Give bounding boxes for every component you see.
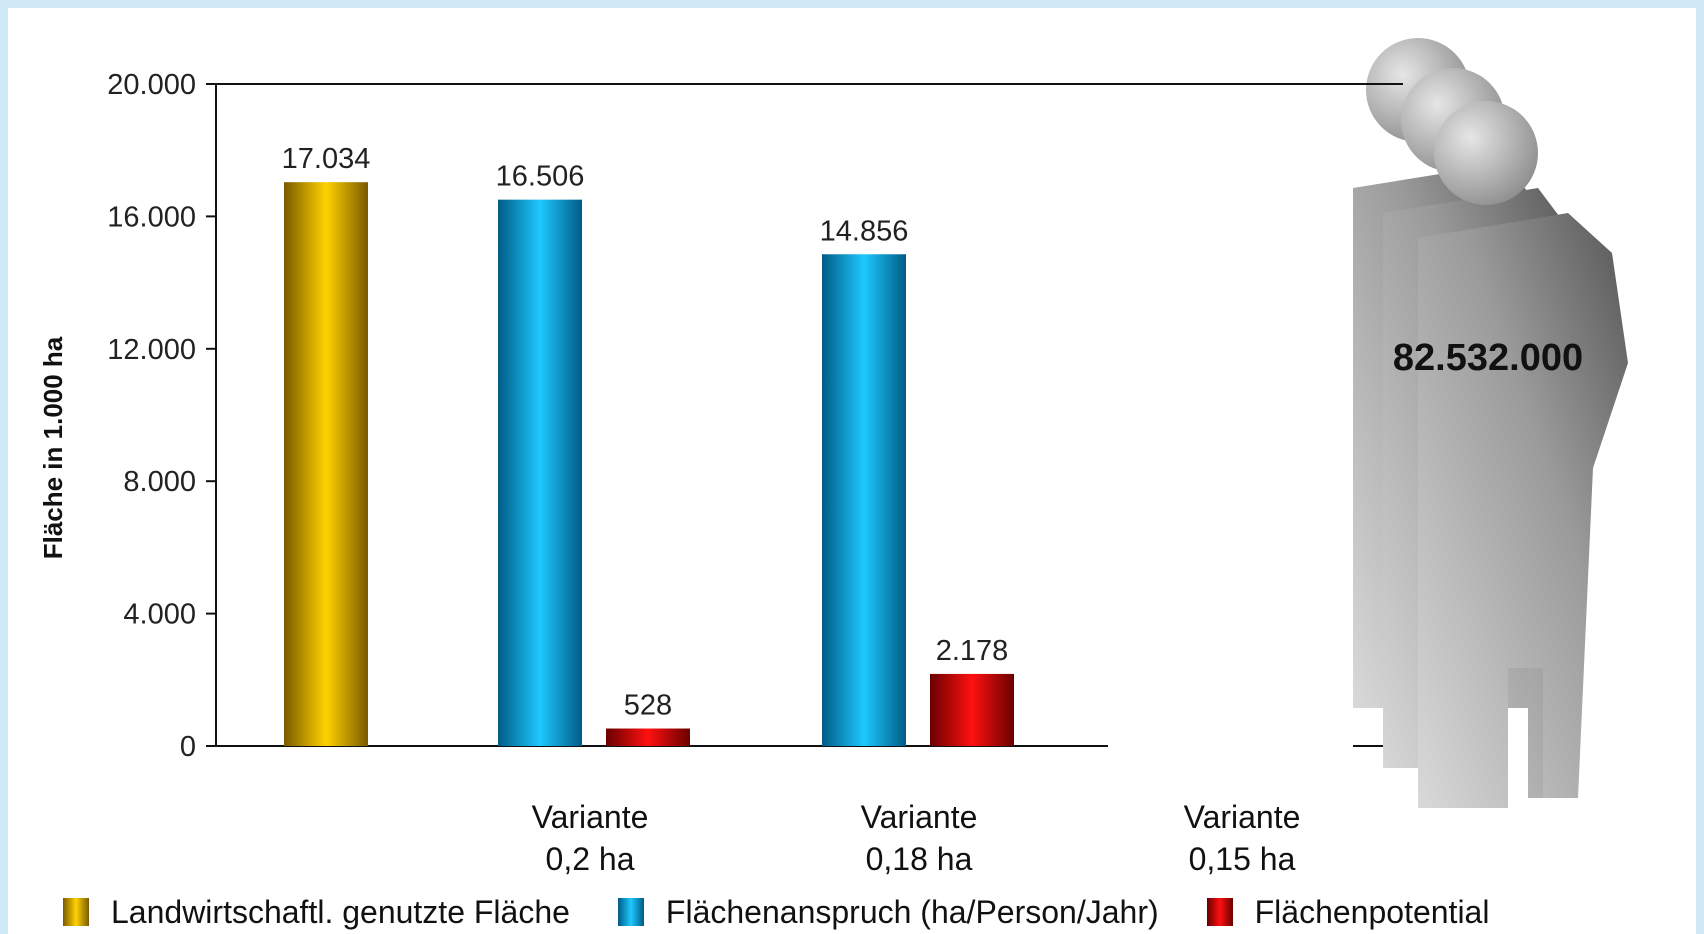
bar xyxy=(498,199,582,747)
y-tick-label: 16.000 xyxy=(107,201,196,233)
bar-chart: 82.532.000 0 4.000 8.000 12.000 16.000 20.000… xyxy=(38,38,1628,877)
legend-item-potential: Flächenpotential xyxy=(1206,893,1490,931)
data-label: 2.178 xyxy=(936,635,1009,667)
bar xyxy=(930,673,1014,746)
category-label-line1: Variante xyxy=(1184,799,1301,835)
bar xyxy=(822,254,906,746)
legend-swatch-gold xyxy=(63,898,89,926)
legend-item-demand: Flächenanspruch (ha/Person/Jahr) xyxy=(617,893,1159,931)
legend-swatch-red xyxy=(1206,898,1233,926)
people-silhouette-icon xyxy=(1353,38,1628,808)
population-callout: 82.532.000 xyxy=(1393,337,1583,379)
y-axis-label: Fläche in 1.000 ha xyxy=(38,336,68,559)
y-tick-label: 20.000 xyxy=(107,69,196,101)
category-label-line1: Variante xyxy=(861,799,978,835)
data-label: 16.506 xyxy=(496,161,585,193)
y-ticks: 0 4.000 8.000 12.000 16.000 20.000 xyxy=(107,69,216,763)
bar xyxy=(284,182,368,746)
legend-swatch-blue xyxy=(617,898,644,926)
y-tick-label: 0 xyxy=(180,731,196,763)
data-label: 17.034 xyxy=(282,143,371,175)
data-label: 528 xyxy=(624,690,672,722)
y-tick-label: 4.000 xyxy=(123,599,196,631)
y-tick-label: 8.000 xyxy=(123,466,196,498)
category-label-line2: 0,15 ha xyxy=(1189,841,1296,877)
data-label: 14.856 xyxy=(820,215,909,247)
y-tick-label: 12.000 xyxy=(107,334,196,366)
legend-label: Landwirtschaftl. genutzte Fläche xyxy=(111,893,570,930)
legend-label: Flächenanspruch (ha/Person/Jahr) xyxy=(665,893,1159,930)
legend-label: Flächenpotential xyxy=(1254,893,1490,930)
legend-item-agricultural: Landwirtschaftl. genutzte Fläche xyxy=(63,894,570,931)
category-label-line2: 0,18 ha xyxy=(866,841,973,877)
category-labels: Variante 0,2 ha Variante 0,18 ha Variante 0,1… xyxy=(532,799,1301,877)
legend: Landwirtschaftl. genutzte Fläche Flächen… xyxy=(63,892,1683,932)
category-label-line2: 0,2 ha xyxy=(546,841,635,877)
chart-frame: 82.532.000 0 4.000 8.000 12.000 16.000 20.000… xyxy=(8,8,1696,934)
category-label-line1: Variante xyxy=(532,799,649,835)
bar xyxy=(606,728,690,746)
bars: 17.034 16.506 528 14.856 2.178 xyxy=(282,143,1014,747)
